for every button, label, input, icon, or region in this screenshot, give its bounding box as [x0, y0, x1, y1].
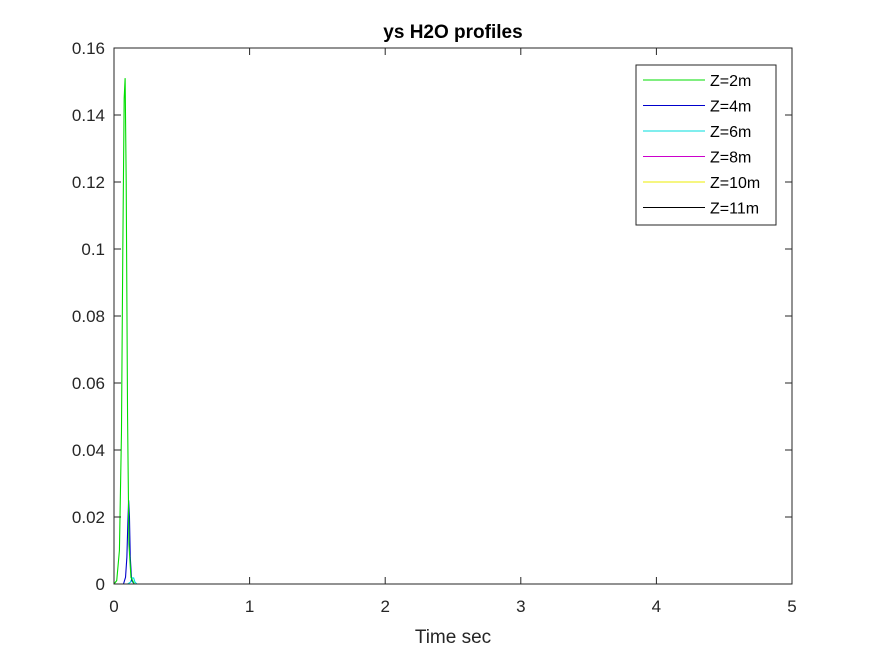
- series-line-z-2m: [113, 78, 792, 585]
- legend: Z=2m Z=4m Z=6m Z=8m Z=10m Z=11m: [635, 64, 777, 226]
- x-tick-label: 4: [652, 597, 661, 616]
- legend-label-z-8m: Z=8m: [710, 150, 751, 167]
- y-tick-label: 0.04: [72, 441, 105, 460]
- legend-label-z-4m: Z=4m: [710, 99, 751, 116]
- y-tick-label: 0.1: [81, 240, 105, 259]
- x-tick-label: 1: [245, 597, 254, 616]
- x-axis-label: Time sec: [415, 627, 491, 648]
- legend-label-z-6m: Z=6m: [710, 124, 751, 141]
- y-tick-label: 0.08: [72, 307, 105, 326]
- x-tick-label: 5: [787, 597, 796, 616]
- chart-title: ys H2O profiles: [383, 22, 522, 43]
- y-tick-label: 0.14: [72, 106, 105, 125]
- x-axis: 0 1 2 3 4 5: [109, 48, 797, 616]
- legend-label-z-11m: Z=11m: [710, 201, 759, 218]
- y-tick-label: 0: [96, 575, 105, 594]
- legend-label-z-10m: Z=10m: [710, 175, 760, 192]
- legend-label-z-2m: Z=2m: [710, 73, 751, 90]
- y-tick-label: 0.06: [72, 374, 105, 393]
- x-tick-label: 2: [380, 597, 389, 616]
- y-tick-label: 0.16: [72, 39, 105, 58]
- y-tick-label: 0.02: [72, 508, 105, 527]
- x-tick-label: 0: [109, 597, 118, 616]
- y-axis: 0 0.02 0.04 0.06 0.08 0.1 0.12 0.14 0.16: [72, 39, 792, 594]
- legend-box: [635, 64, 777, 226]
- y-tick-label: 0.12: [72, 173, 105, 192]
- x-tick-label: 3: [516, 597, 525, 616]
